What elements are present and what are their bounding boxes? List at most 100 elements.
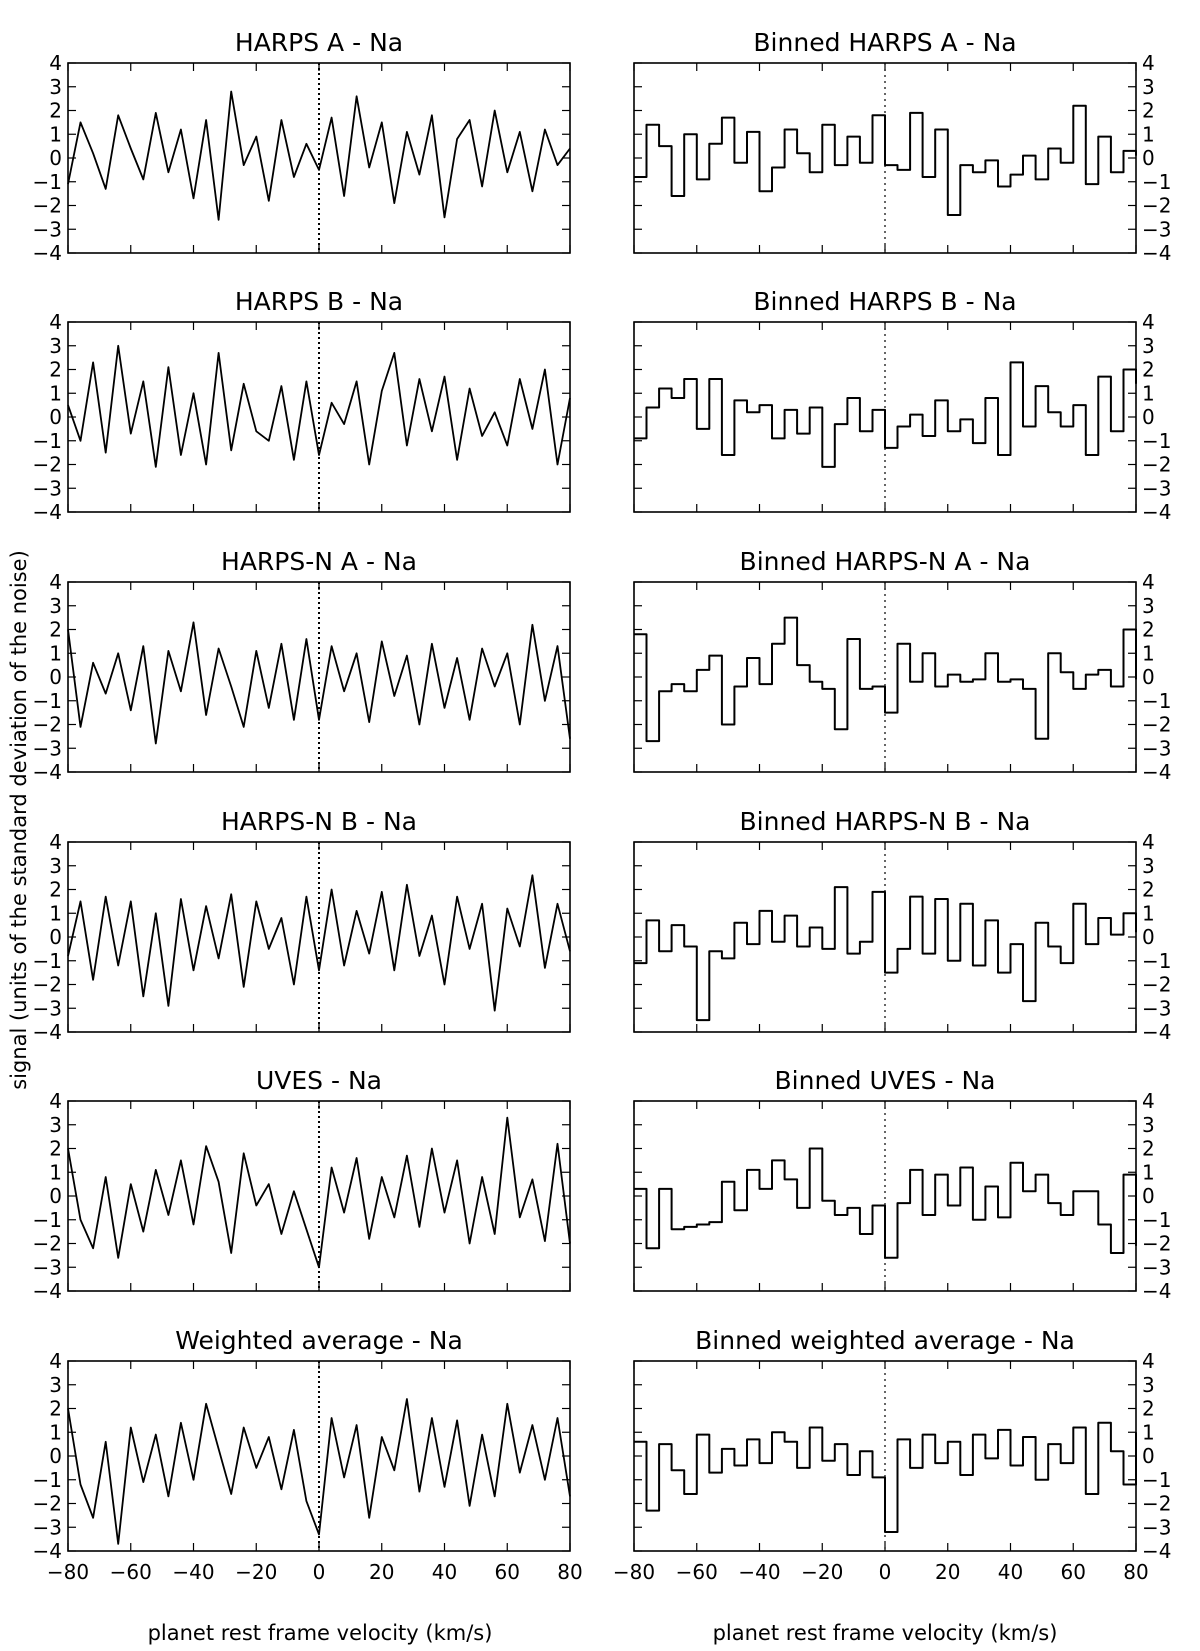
y-tick-label: 4 [1142,1089,1155,1113]
y-tick-label: 4 [49,310,62,334]
y-tick-label: −4 [1142,1539,1171,1563]
plot-frame [67,321,571,513]
y-tick-label: 1 [1142,1160,1155,1184]
data-series-line [67,90,571,221]
y-tick-label: 4 [1142,310,1155,334]
plot-frame [633,581,1137,773]
y-tick-label: 2 [1142,1397,1155,1421]
data-series-line [67,1398,571,1545]
chart-title: Binned HARPS-N A - Na [740,547,1031,576]
y-tick-label: −3 [1142,736,1171,760]
y-tick-label: 2 [1142,878,1155,902]
plot-frame [67,1360,571,1552]
y-tick-label: 0 [1142,925,1155,949]
y-tick-label: 0 [1142,1444,1155,1468]
y-tick-label: 0 [1142,1184,1155,1208]
plot-frame [67,581,571,773]
x-tick-label: −80 [47,1560,89,1584]
x-tick-label: −40 [738,1560,780,1584]
x-tick-label: −60 [110,1560,152,1584]
data-series-line [634,361,1137,468]
plot-frame [633,841,1137,1033]
y-tick-label: −3 [1142,996,1171,1020]
y-tick-label: 2 [49,99,62,123]
y-tick-label: 4 [49,1349,62,1373]
y-tick-label: 3 [1142,1373,1155,1397]
chart-title: HARPS A - Na [235,28,403,57]
figure-x-axis-label-left: planet rest frame velocity (km/s) [148,1621,493,1645]
y-tick-label: −1 [1142,1468,1171,1492]
y-tick-label: −1 [33,1468,62,1492]
y-tick-label: −4 [1142,760,1171,784]
y-tick-label: 2 [1142,99,1155,123]
y-tick-label: 3 [49,1113,62,1137]
figure-x-axis-label-right: planet rest frame velocity (km/s) [713,1621,1058,1645]
plot-frame [633,1360,1137,1552]
y-tick-label: 1 [49,641,62,665]
plot-frame [67,841,571,1033]
y-tick-label: −2 [33,973,62,997]
y-tick-label: −4 [33,500,62,524]
y-tick-label: −1 [1142,1208,1171,1232]
y-tick-label: 0 [49,665,62,689]
plot-frame [633,1100,1137,1292]
y-tick-label: 1 [49,901,62,925]
y-tick-label: −1 [1142,949,1171,973]
x-tick-label: 40 [432,1560,457,1584]
y-tick-label: −1 [33,170,62,194]
y-tick-label: 1 [1142,1420,1155,1444]
chart-title: HARPS-N A - Na [221,547,417,576]
data-series-line [634,1147,1137,1259]
y-tick-label: 4 [1142,51,1155,75]
x-tick-label: 0 [313,1560,326,1584]
x-tick-label: −80 [613,1560,655,1584]
y-tick-label: 4 [1142,1349,1155,1373]
y-tick-label: 3 [1142,594,1155,618]
y-tick-label: 4 [49,570,62,594]
chart-title: UVES - Na [256,1066,382,1095]
y-tick-label: −2 [33,1232,62,1256]
y-tick-label: −1 [1142,689,1171,713]
chart-title: HARPS-N B - Na [221,807,417,836]
y-tick-label: −3 [33,996,62,1020]
x-tick-label: 60 [495,1560,520,1584]
y-tick-label: −2 [1142,713,1171,737]
y-tick-label: 0 [1142,146,1155,170]
y-tick-label: 2 [49,1397,62,1421]
y-tick-label: −4 [1142,241,1171,265]
plot-frame [67,1100,571,1292]
chart-title: Binned weighted average - Na [695,1326,1075,1355]
y-tick-label: −3 [1142,1255,1171,1279]
y-tick-label: −1 [33,689,62,713]
y-tick-label: 0 [49,405,62,429]
plot-frame [67,62,571,254]
y-tick-label: 4 [49,1089,62,1113]
x-tick-label: 60 [1061,1560,1086,1584]
chart-title: Binned HARPS A - Na [753,28,1016,57]
chart-title: HARPS B - Na [235,287,403,316]
y-tick-label: 4 [49,830,62,854]
chart-title: Binned HARPS-N B - Na [740,807,1031,836]
x-tick-label: 20 [935,1560,960,1584]
y-tick-label: −3 [33,217,62,241]
y-tick-label: −4 [1142,1020,1171,1044]
y-tick-label: 3 [1142,854,1155,878]
y-tick-label: −2 [1142,453,1171,477]
x-tick-label: −20 [801,1560,843,1584]
y-tick-label: 4 [1142,570,1155,594]
y-tick-label: −2 [1142,194,1171,218]
figure-y-axis-label: signal (units of the standard deviation … [7,550,31,1090]
y-tick-label: 1 [49,1420,62,1444]
x-tick-label: 80 [557,1560,582,1584]
y-tick-label: −1 [33,429,62,453]
y-tick-label: −3 [1142,476,1171,500]
y-tick-label: 1 [1142,381,1155,405]
y-tick-label: 0 [49,925,62,949]
